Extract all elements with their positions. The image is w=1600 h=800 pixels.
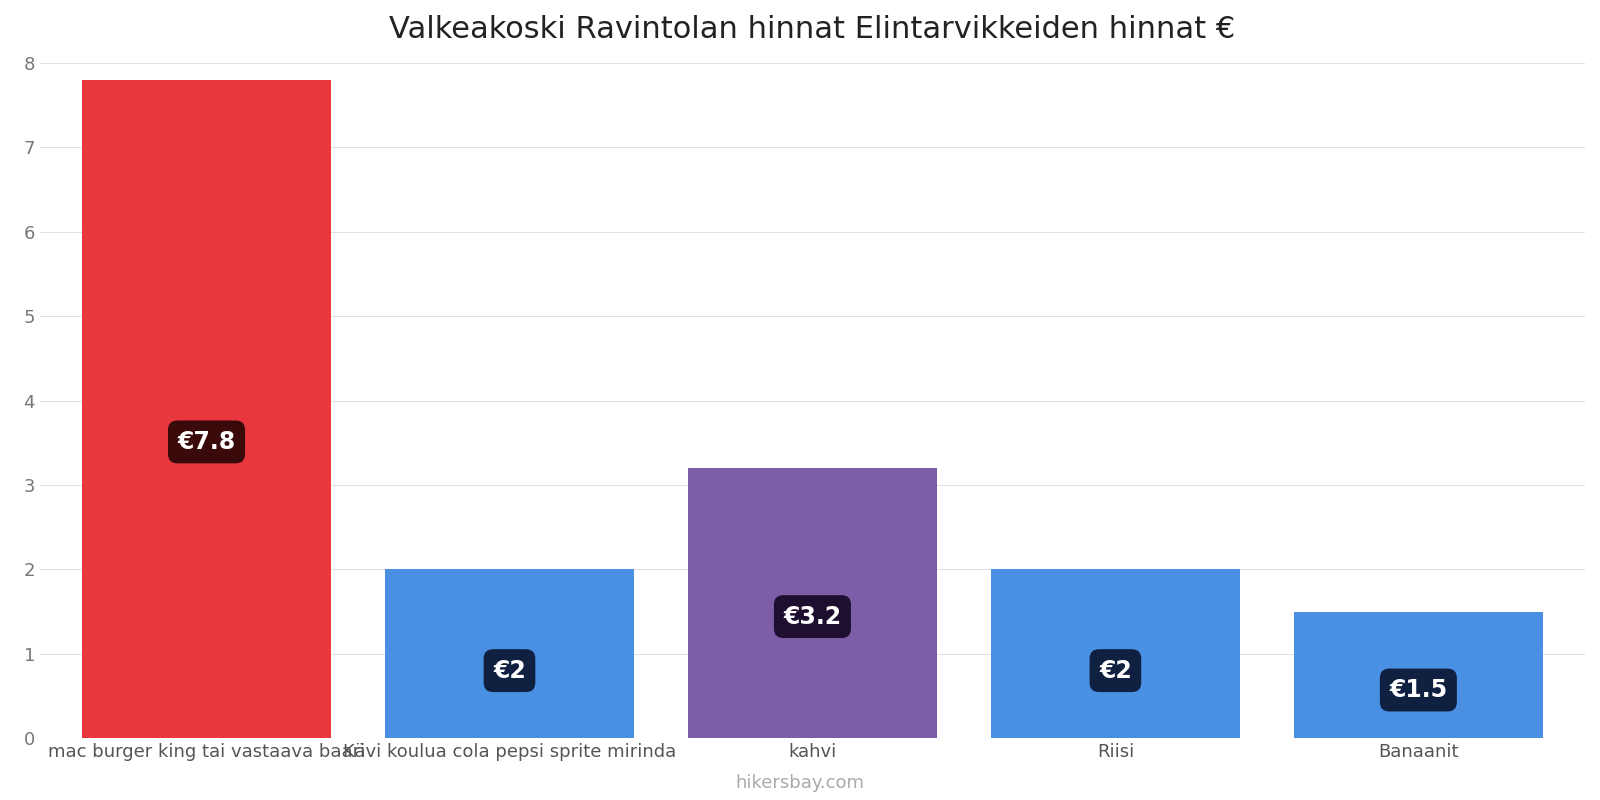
Bar bbox=[82, 80, 331, 738]
Text: hikersbay.com: hikersbay.com bbox=[736, 774, 864, 792]
Bar bbox=[1294, 611, 1542, 738]
Text: €1.5: €1.5 bbox=[1389, 678, 1448, 702]
Bar bbox=[386, 570, 634, 738]
Text: €2: €2 bbox=[493, 658, 526, 682]
Text: €7.8: €7.8 bbox=[178, 430, 235, 454]
Title: Valkeakoski Ravintolan hinnat Elintarvikkeiden hinnat €: Valkeakoski Ravintolan hinnat Elintarvik… bbox=[389, 15, 1235, 44]
Bar bbox=[688, 468, 936, 738]
Bar bbox=[990, 570, 1240, 738]
Text: €3.2: €3.2 bbox=[784, 605, 842, 629]
Text: €2: €2 bbox=[1099, 658, 1131, 682]
